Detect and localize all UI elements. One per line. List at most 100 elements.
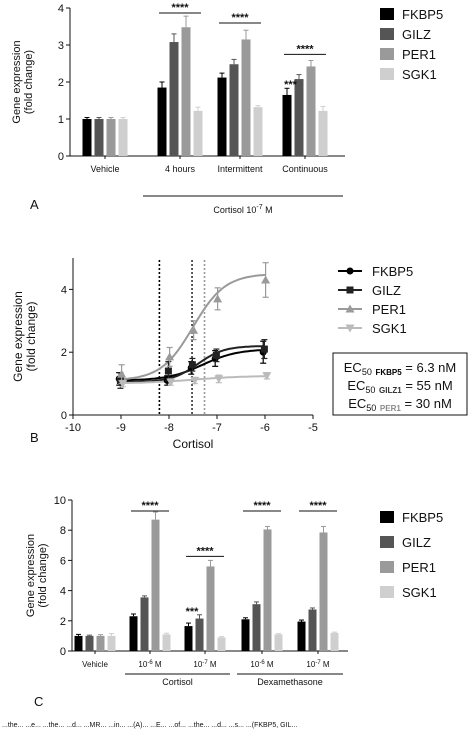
- group-label-2: 10-7 M: [193, 660, 216, 669]
- group-label-unit: M: [208, 660, 217, 669]
- treatment-label-base: Cortisol 10: [213, 205, 256, 215]
- y-tick-label: 8: [60, 525, 66, 537]
- bar-fkbp5-2: [184, 626, 193, 651]
- legend-label-gilz: GILZ: [402, 535, 431, 550]
- bar-gilz-2: [229, 64, 239, 156]
- group-label-unit: M: [265, 660, 274, 669]
- legend-swatch-per1: [380, 48, 394, 60]
- y-tick-label: 3: [58, 40, 64, 52]
- y-axis-label-line2: (fold change): [37, 543, 49, 607]
- significance-label: ****: [171, 2, 189, 14]
- y-tick-label: 2: [61, 347, 67, 359]
- point-per1-0: [117, 369, 127, 378]
- x-tick-label: -6: [260, 422, 270, 434]
- bar-gilz-0: [85, 635, 94, 651]
- bar-per1-1: [151, 519, 160, 651]
- y-tick-label: 10: [54, 495, 66, 507]
- group-label-base: 10: [250, 660, 259, 669]
- significance-label: ***: [186, 606, 200, 618]
- legend-marker-per1: [345, 304, 355, 313]
- bar-fkbp5-1: [157, 87, 167, 156]
- group-label-exp: -7: [315, 660, 321, 666]
- group-label-exp: -7: [202, 660, 208, 666]
- significance-label: ****: [296, 43, 314, 55]
- group-label-0: Vehicle: [90, 164, 119, 174]
- bar-gilz-1: [169, 42, 179, 156]
- bar-gilz-0: [94, 119, 104, 156]
- bar-fkbp5-0: [82, 119, 92, 156]
- bar-gilz-3: [252, 604, 261, 651]
- y-axis-label-line2: (fold change): [24, 301, 38, 371]
- legend-label-per1: PER1: [372, 302, 406, 317]
- significance-label: ***: [284, 79, 298, 91]
- y-tick-label: 6: [60, 555, 66, 567]
- group-label-unit: M: [321, 660, 330, 669]
- ec50-value: = 6.3 nM: [402, 360, 457, 375]
- bar-gilz-4: [308, 609, 317, 651]
- group-label-3: Continuous: [282, 164, 328, 174]
- group-label-exp: -6: [147, 660, 153, 666]
- y-axis-label-line2: (fold change): [23, 50, 35, 114]
- y-tick-label: 4: [60, 586, 66, 598]
- point-sgk1-4: [262, 372, 272, 381]
- point-gilz-3: [212, 351, 220, 359]
- bar-sgk1-2: [253, 107, 263, 156]
- group-label-base: 10: [138, 660, 147, 669]
- ec50-sub: 50: [366, 403, 376, 413]
- bar-per1-0: [106, 119, 116, 156]
- bar-sgk1-3: [274, 634, 283, 651]
- ec50-row-1: EC50 GILZ1 = 55 nM: [347, 378, 452, 396]
- ec50-prefix: EC: [347, 378, 365, 393]
- bar-sgk1-2: [217, 637, 226, 651]
- x-axis-label: Cortisol: [173, 437, 214, 451]
- bar-fkbp5-4: [297, 621, 306, 651]
- legend-swatch-per1: [380, 561, 394, 573]
- bar-per1-3: [306, 66, 316, 156]
- ec50-box: [332, 352, 468, 416]
- treatment-label: Cortisol 10-7 M: [213, 204, 272, 215]
- x-tick-label: -9: [116, 422, 126, 434]
- legend-swatch-fkbp5: [380, 511, 394, 523]
- treatment-label-unit: M: [263, 205, 273, 215]
- bar-gilz-1: [140, 597, 149, 651]
- group-label-1: 4 hours: [165, 164, 196, 174]
- x-tick-label: -10: [65, 422, 81, 434]
- y-tick-label: 2: [60, 616, 66, 628]
- bar-sgk1-3: [318, 110, 328, 156]
- group-label-base: Vehicle: [82, 660, 108, 669]
- bar-per1-4: [319, 532, 328, 651]
- legend-label-sgk1: SGK1: [372, 321, 407, 336]
- bar-sgk1-0: [118, 119, 128, 156]
- group-label-base: 10: [306, 660, 315, 669]
- ec50-gene: GILZ1: [379, 386, 402, 395]
- bar-per1-0: [96, 635, 105, 651]
- legend-label-sgk1: SGK1: [402, 585, 437, 600]
- treatment-label-exp: -7: [256, 204, 262, 211]
- bar-sgk1-1: [193, 110, 203, 156]
- ec50-gene: PER1: [380, 404, 401, 413]
- significance-label: ****: [141, 500, 159, 512]
- point-sgk1-2: [190, 376, 200, 385]
- ec50-prefix: EC: [348, 396, 366, 411]
- legend-swatch-gilz: [380, 28, 394, 40]
- group-label-3: 10-6 M: [250, 660, 273, 669]
- ec50-sub: 50: [362, 367, 372, 377]
- significance-label: ****: [196, 545, 214, 557]
- legend-swatch-sgk1: [380, 586, 394, 598]
- legend-marker-fkbp5: [346, 267, 354, 275]
- point-per1-1: [165, 352, 175, 361]
- y-axis-label: Gene expression(fold change): [11, 40, 35, 123]
- x-tick-label: -5: [308, 422, 318, 434]
- group-label-0: Vehicle: [82, 660, 108, 669]
- legend-label-gilz: GILZ: [372, 283, 401, 298]
- ec50-row-2: EC50 PER1 = 30 nM: [348, 396, 452, 414]
- point-per1-2: [189, 325, 199, 334]
- group-label-4: 10-7 M: [306, 660, 329, 669]
- bar-fkbp5-2: [217, 77, 227, 156]
- point-per1-3: [213, 294, 223, 303]
- y-axis-label: Gene expression(fold change): [25, 534, 49, 617]
- ec50-prefix: EC: [344, 360, 362, 375]
- y-tick-label: 4: [58, 3, 64, 15]
